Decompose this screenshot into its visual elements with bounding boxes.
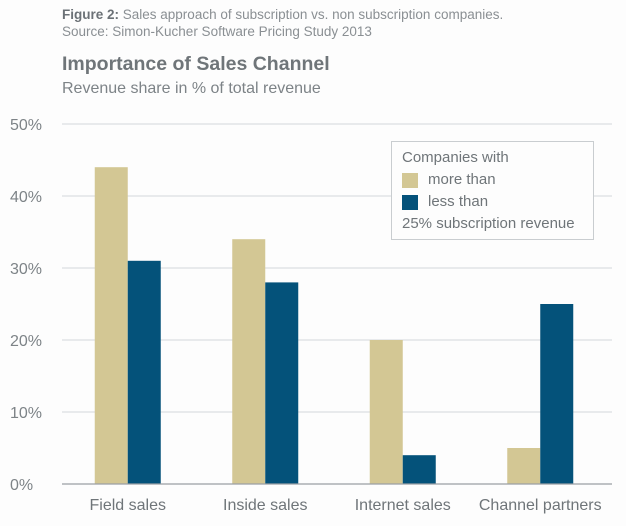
bar-more-than-channel-partners: [507, 448, 541, 484]
y-tick-label: 30%: [10, 261, 42, 278]
bar-less-than-field-sales: [127, 260, 161, 484]
bar-more-than-internet-sales: [369, 340, 403, 484]
y-tick-label: 20%: [10, 333, 42, 350]
legend-label-less-than: less than: [428, 193, 489, 210]
legend-footer: 25% subscription revenue: [402, 215, 575, 232]
y-tick-label: 10%: [10, 405, 42, 422]
legend-swatch-less-than: [402, 194, 418, 210]
y-tick-label: 40%: [10, 189, 42, 206]
chart-subtitle: Revenue share in % of total revenue: [62, 80, 321, 97]
figure-source: Source: Simon-Kucher Software Pricing St…: [62, 24, 372, 39]
x-tick-label: Inside sales: [223, 497, 308, 514]
x-tick-label: Internet sales: [355, 497, 451, 514]
y-tick-label: 0%: [10, 477, 33, 494]
bar-more-than-inside-sales: [232, 239, 266, 484]
legend: Companies with more than less than 25% s…: [391, 141, 594, 240]
figure-caption: Figure 2: Sales approach of subscription…: [62, 6, 503, 40]
figure-description: Sales approach of subscription vs. non s…: [119, 7, 504, 22]
bar-less-than-inside-sales: [265, 282, 299, 484]
figure-label: Figure 2:: [62, 7, 120, 22]
x-tick-label: Channel partners: [479, 497, 602, 514]
legend-item-less-than: less than: [402, 191, 583, 213]
bar-less-than-internet-sales: [402, 455, 436, 484]
y-tick-label: 50%: [10, 117, 42, 134]
legend-item-more-than: more than: [402, 169, 583, 191]
bar-less-than-channel-partners: [540, 304, 574, 484]
legend-header: Companies with: [402, 149, 509, 166]
bar-more-than-field-sales: [94, 167, 128, 484]
chart-title: Importance of Sales Channel: [62, 53, 330, 75]
x-tick-label: Field sales: [90, 497, 166, 514]
legend-swatch-more-than: [402, 172, 418, 188]
legend-label-more-than: more than: [428, 171, 496, 188]
